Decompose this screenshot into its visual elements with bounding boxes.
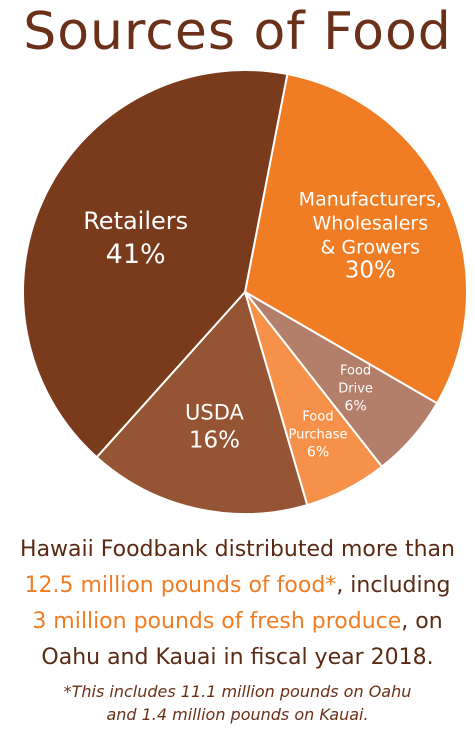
slice-value-label: 16%	[189, 428, 240, 454]
summary-line-3: 3 million pounds of fresh produce, on	[6, 604, 469, 640]
slice-category-label: Food	[340, 364, 371, 379]
summary-line-4: Oahu and Kauai in fiscal year 2018.	[41, 645, 434, 670]
slice-value-label: 41%	[106, 239, 166, 270]
slice-category-label: & Growers	[321, 237, 421, 259]
pie-slice	[22, 69, 289, 459]
slice-category-label: Manufacturers,	[299, 189, 442, 211]
slice-category-label: Drive	[338, 382, 373, 397]
food-pounds-highlight: 12.5 million pounds of food*	[24, 573, 337, 598]
footnote: *This includes 11.1 million pounds on Oa…	[10, 680, 465, 726]
produce-pounds-highlight: 3 million pounds of fresh produce	[32, 609, 402, 634]
slice-category-label: Purchase	[288, 428, 347, 443]
slice-category-label: USDA	[185, 401, 245, 425]
summary-line-2-rest: , including	[336, 573, 451, 598]
slice-value-label: 6%	[344, 399, 366, 415]
footnote-line-2: and 1.4 million pounds on Kauai.	[106, 705, 369, 724]
slice-value-label: 6%	[307, 445, 329, 461]
summary-line-1: Hawaii Foodbank distributed more than	[20, 537, 455, 562]
summary-line-3-rest: , on	[401, 609, 443, 634]
pie-slice	[243, 72, 468, 405]
summary-line-2: 12.5 million pounds of food*, including	[6, 568, 469, 604]
chart-title: Sources of Food	[23, 2, 452, 62]
pie-slice	[95, 289, 309, 515]
pie-chart: Manufacturers, Wholesalers & Growers 30% Foo…	[22, 69, 468, 515]
slice-label: Retailers 41%	[83, 207, 188, 270]
slice-label: Food Purchase 6%	[288, 410, 347, 461]
slice-label: Food Drive 6%	[338, 364, 373, 415]
slice-label: USDA 16%	[185, 401, 245, 454]
slice-category-label: Retailers	[83, 207, 188, 235]
slice-category-label: Wholesalers	[312, 213, 428, 235]
slice-category-label: Food	[302, 410, 333, 425]
summary-text: Hawaii Foodbank distributed more than 12…	[6, 532, 469, 676]
slice-label: Manufacturers, Wholesalers & Growers 30%	[299, 189, 442, 284]
footnote-line-1: *This includes 11.1 million pounds on Oa…	[63, 682, 412, 701]
slice-value-label: 30%	[345, 258, 396, 284]
